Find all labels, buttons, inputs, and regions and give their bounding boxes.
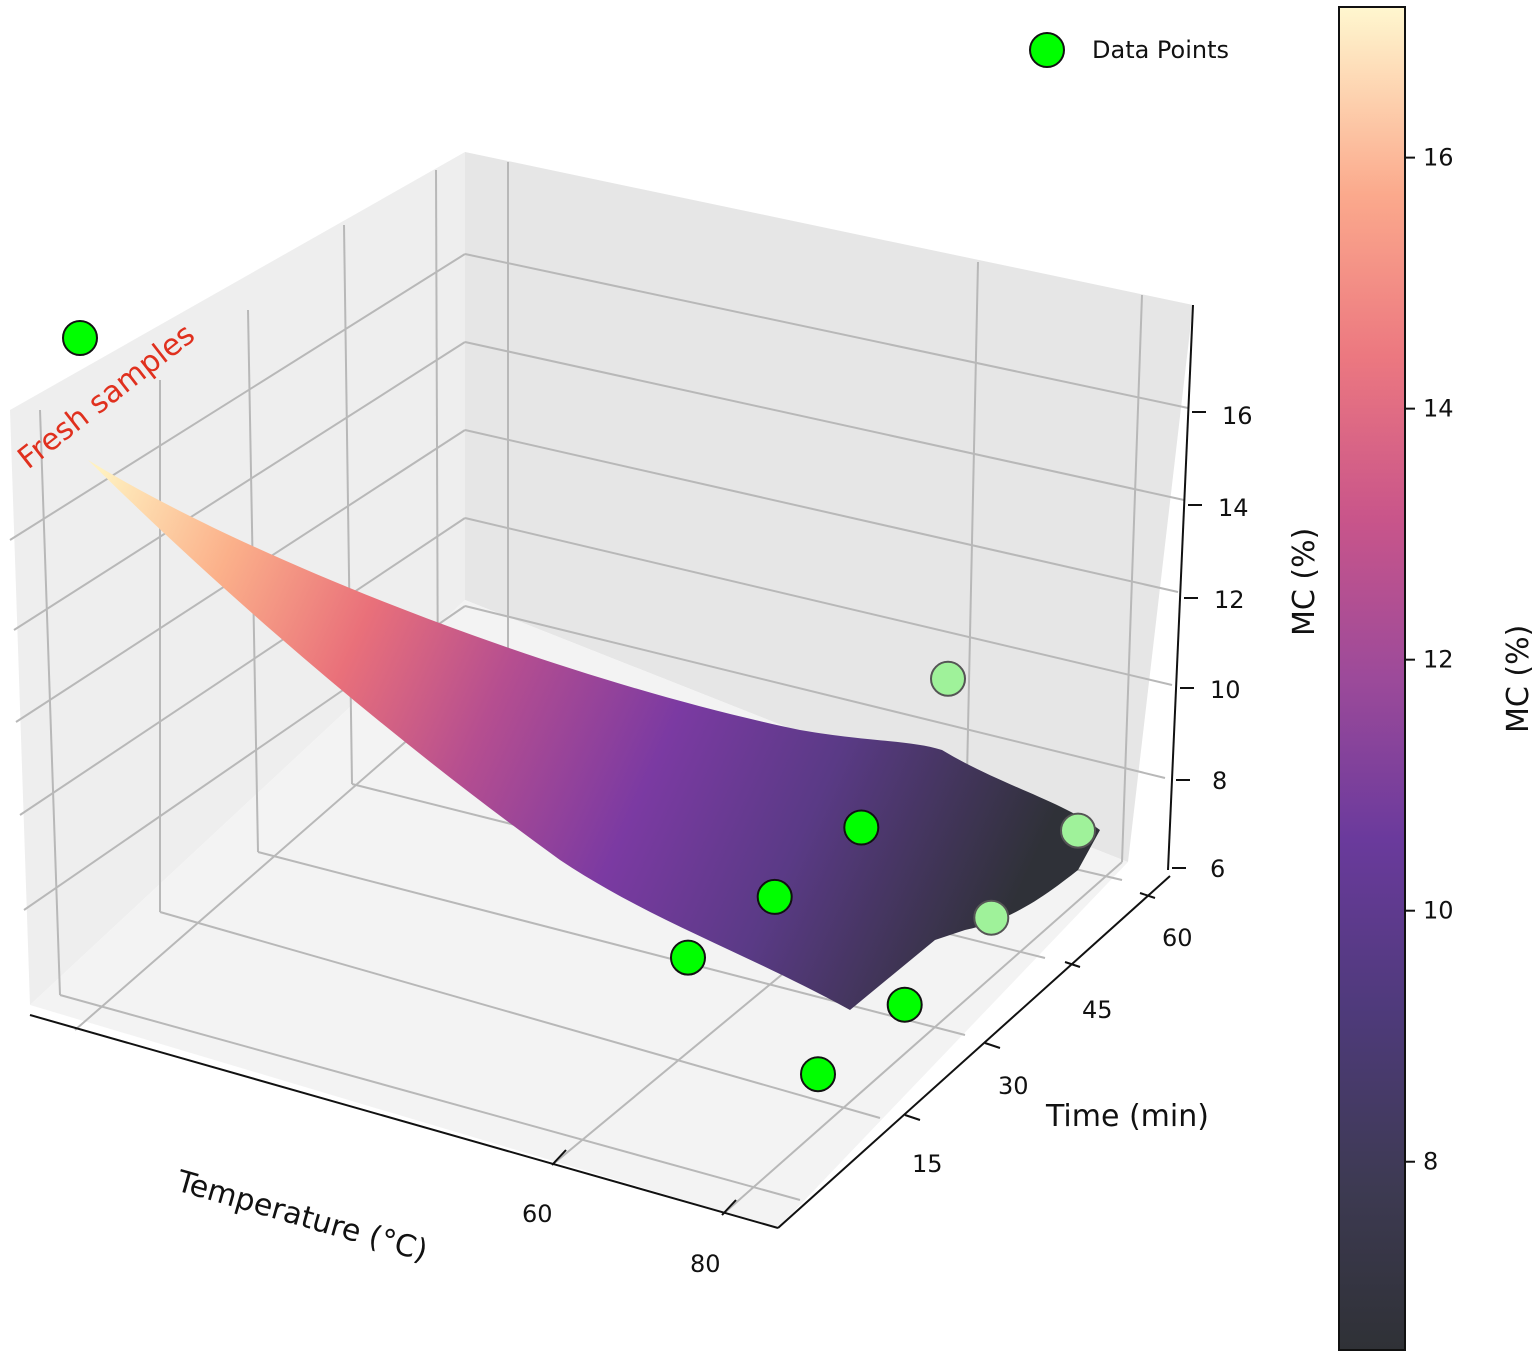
- surface: [88, 460, 1100, 1010]
- colorbar-tick-label: 8: [1423, 1148, 1438, 1176]
- legend-label: Data Points: [1092, 36, 1229, 64]
- back-right-pane: [465, 152, 1193, 862]
- z-tick-label: 14: [1218, 494, 1249, 522]
- legend: Data Points: [1029, 32, 1229, 68]
- colorbar-tick-label: 10: [1423, 897, 1454, 925]
- data-points: [62, 320, 1096, 1093]
- x-tick-labels: 60 80: [522, 1200, 721, 1278]
- y-tick-label: 30: [998, 1072, 1029, 1100]
- colorbar-gradient: [1338, 6, 1406, 1351]
- colorbar-label: MC (%): [1501, 625, 1536, 733]
- data-point: [670, 939, 706, 976]
- y-tick-labels: 15 30 45 60: [912, 924, 1193, 1178]
- data-point: [973, 899, 1010, 936]
- mc-axis-line: [1167, 304, 1194, 871]
- z-tick-label: 6: [1210, 855, 1225, 883]
- z-tick-label: 16: [1222, 402, 1253, 430]
- z-axis-label: MC (%): [1287, 528, 1322, 636]
- z-tick-labels: 6 8 10 12 14 16: [1210, 402, 1253, 883]
- colorbar: 8 10 12 14 16 MC (%): [1338, 6, 1536, 1351]
- data-point: [756, 878, 793, 915]
- y-tick-label: 15: [912, 1150, 943, 1178]
- time-axis-line: [777, 875, 1171, 1229]
- surface-far-edge: [88, 460, 1100, 1010]
- data-point: [886, 986, 923, 1023]
- legend-marker: [1029, 32, 1065, 68]
- temperature-axis-line: [29, 1014, 779, 1229]
- data-point: [62, 320, 98, 356]
- x-tick-label: 60: [522, 1200, 553, 1228]
- y-tick-label: 45: [1082, 996, 1113, 1024]
- colorbar-tick-label: 14: [1423, 395, 1454, 423]
- data-point: [843, 809, 880, 846]
- z-tick-label: 8: [1212, 767, 1227, 795]
- colorbar-ticks: 8 10 12 14 16: [1405, 144, 1454, 1176]
- x-axis-label: Temperature (°C): [172, 1164, 432, 1269]
- axis-lines: [29, 304, 1206, 1229]
- data-point: [1060, 812, 1096, 849]
- x-tick-label: 80: [690, 1250, 721, 1278]
- y-axis-label: Time (min): [1045, 1099, 1209, 1134]
- data-point: [800, 1056, 836, 1093]
- z-tick-label: 10: [1210, 676, 1241, 704]
- data-point: [930, 660, 966, 697]
- z-tick-label: 12: [1214, 586, 1245, 614]
- y-tick-label: 60: [1162, 924, 1193, 952]
- colorbar-tick-label: 16: [1423, 144, 1454, 172]
- colorbar-tick-label: 12: [1423, 646, 1454, 674]
